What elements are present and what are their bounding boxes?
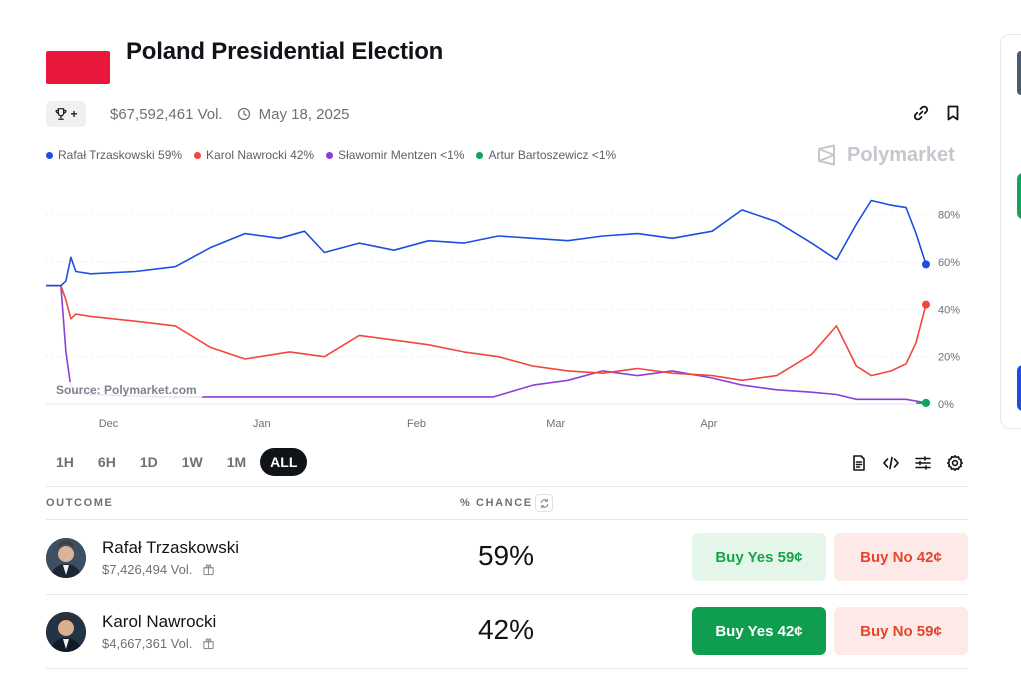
brand-name: Polymarket xyxy=(847,143,955,166)
legend-item-bartoszewicz: Artur Bartoszewicz <1% xyxy=(476,148,616,162)
legend-item-nawrocki: Karol Nawrocki 42% xyxy=(194,148,314,162)
outcome-row-nawrocki: Karol Nawrocki $4,667,361 Vol. 42% Buy Y… xyxy=(46,594,968,668)
document-icon[interactable] xyxy=(850,454,868,472)
legend-item-trzaskowski: Rafał Trzaskowski 59% xyxy=(46,148,182,162)
series-line xyxy=(46,199,927,287)
polymarket-watermark: Polymarket xyxy=(815,143,955,167)
y-tick-label: 60% xyxy=(938,257,960,269)
market-meta: + $67,592,461 Vol. May 18, 2025 xyxy=(46,101,350,127)
header-actions xyxy=(912,104,962,122)
legend-label: Artur Bartoszewicz <1% xyxy=(488,148,617,162)
gear-icon[interactable] xyxy=(946,454,964,472)
buy-no-button[interactable]: Buy No 59¢ xyxy=(834,607,968,655)
chance-header: % CHANCE xyxy=(460,497,533,509)
poland-flag xyxy=(46,51,110,84)
outcome-header: OUTCOME xyxy=(46,497,114,509)
range-1d[interactable]: 1D xyxy=(139,454,158,470)
side-panel-card xyxy=(1000,34,1021,429)
range-1h[interactable]: 1H xyxy=(56,454,74,470)
trophy-button[interactable]: + xyxy=(46,101,86,127)
outcome-row-trzaskowski: Rafał Trzaskowski $7,426,494 Vol. 59% Bu… xyxy=(46,520,968,594)
chart-source-label: Source: Polymarket.com xyxy=(50,382,203,398)
y-tick-label: 40% xyxy=(938,304,960,316)
outcome-volume: $4,667,361 Vol. xyxy=(102,636,215,651)
market-title: Poland Presidential Election xyxy=(126,38,444,65)
x-tick-label: Mar xyxy=(546,418,565,430)
legend-dot xyxy=(46,151,53,159)
side-panel-green-button[interactable] xyxy=(1017,173,1021,219)
market-end-date: May 18, 2025 xyxy=(258,105,350,123)
series-end-dot xyxy=(922,399,930,408)
y-tick-label: 20% xyxy=(938,352,960,364)
gift-icon[interactable] xyxy=(202,563,215,576)
buy-yes-button[interactable]: Buy Yes 42¢ xyxy=(692,607,826,655)
buy-no-button[interactable]: Buy No 42¢ xyxy=(834,533,968,581)
table-divider-bottom xyxy=(46,668,968,669)
legend-label: Sławomir Mentzen <1% xyxy=(338,148,465,162)
x-tick-label: Dec xyxy=(99,418,119,430)
outcome-name[interactable]: Rafał Trzaskowski xyxy=(102,538,239,557)
time-range-selector: 1H 6H 1D 1W 1M ALL xyxy=(46,448,308,476)
polymarket-logo-icon xyxy=(818,144,835,166)
outcome-chance: 59% xyxy=(477,540,535,571)
table-row-divider xyxy=(46,594,968,595)
bookmark-icon[interactable] xyxy=(944,104,962,122)
range-all[interactable]: ALL xyxy=(260,448,308,476)
trophy-plus: + xyxy=(70,107,78,121)
x-tick-label: Feb xyxy=(407,418,426,430)
avatar xyxy=(46,538,86,578)
outcome-name[interactable]: Karol Nawrocki xyxy=(102,612,217,631)
y-tick-label: 0% xyxy=(938,399,954,411)
clock-icon xyxy=(237,107,251,121)
series-end-dot xyxy=(922,300,930,309)
x-tick-label: Jan xyxy=(253,418,271,430)
series-line xyxy=(46,284,927,382)
market-volume: $67,592,461 Vol. xyxy=(110,105,223,123)
legend-label: Karol Nawrocki 42% xyxy=(206,148,315,162)
legend-label: Rafał Trzaskowski 59% xyxy=(58,148,183,162)
series-end-dot xyxy=(922,260,930,269)
gift-icon[interactable] xyxy=(202,637,215,650)
range-6h[interactable]: 6H xyxy=(97,454,116,470)
table-divider-top xyxy=(46,486,968,487)
legend-dot xyxy=(326,151,334,159)
refresh-icon[interactable] xyxy=(535,494,553,512)
range-1m[interactable]: 1M xyxy=(226,454,247,470)
outcome-chance: 42% xyxy=(477,614,535,645)
outcome-volume-text: $7,426,494 Vol. xyxy=(102,562,193,577)
legend-item-mentzen: Sławomir Mentzen <1% xyxy=(326,148,464,162)
legend-dot xyxy=(194,151,202,159)
y-axis-ticks: 0% 20% 40% 60% 80% xyxy=(938,210,960,411)
side-panel-thumbnail xyxy=(1017,51,1021,95)
table-divider-header xyxy=(46,519,968,520)
y-tick-label: 80% xyxy=(938,210,960,222)
price-history-chart[interactable]: 0% 20% 40% 60% 80% Dec Jan Feb Mar Apr xyxy=(0,175,1000,437)
chart-series xyxy=(46,199,927,404)
outcome-volume: $7,426,494 Vol. xyxy=(102,562,215,577)
chart-tools xyxy=(850,454,964,472)
legend-dot xyxy=(476,151,484,159)
trophy-icon xyxy=(56,108,67,120)
buy-yes-button[interactable]: Buy Yes 59¢ xyxy=(692,533,826,581)
code-icon[interactable] xyxy=(882,454,900,472)
x-tick-label: Apr xyxy=(700,418,717,430)
range-1w[interactable]: 1W xyxy=(181,454,203,470)
side-panel-blue-button[interactable] xyxy=(1017,365,1021,411)
avatar xyxy=(46,612,86,652)
chart-legend: Rafał Trzaskowski 59% Karol Nawrocki 42%… xyxy=(46,148,616,162)
chart-grid xyxy=(46,214,932,405)
outcome-volume-text: $4,667,361 Vol. xyxy=(102,636,193,651)
link-icon[interactable] xyxy=(912,104,930,122)
x-axis-ticks: Dec Jan Feb Mar Apr xyxy=(99,418,718,430)
sliders-icon[interactable] xyxy=(914,454,932,472)
chart-end-dots xyxy=(922,260,930,408)
